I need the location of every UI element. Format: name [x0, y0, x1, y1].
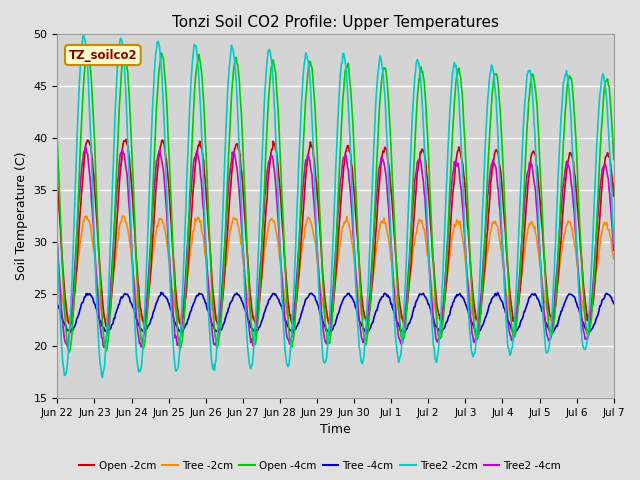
Open -2cm: [610, 193, 618, 199]
Tree2 -4cm: [179, 313, 187, 319]
Tree2 -4cm: [610, 247, 618, 253]
Open -2cm: [54, 179, 61, 185]
Tree2 -4cm: [63, 344, 71, 349]
Tree -4cm: [157, 289, 165, 295]
Tree -4cm: [405, 321, 413, 326]
Tree2 -4cm: [81, 144, 89, 150]
Open -4cm: [405, 276, 413, 281]
Tree2 -4cm: [122, 167, 130, 173]
Text: TZ_soilco2: TZ_soilco2: [68, 48, 137, 61]
Tree2 -4cm: [100, 344, 108, 350]
Open -2cm: [63, 315, 71, 321]
Open -4cm: [610, 157, 618, 163]
Open -2cm: [122, 139, 129, 144]
Tree -2cm: [63, 319, 71, 324]
Tree -4cm: [207, 319, 215, 324]
Tree2 -2cm: [122, 100, 130, 106]
Line: Open -2cm: Open -2cm: [58, 139, 614, 326]
Open -4cm: [122, 56, 130, 61]
Open -4cm: [421, 90, 429, 96]
Tree2 -4cm: [208, 329, 216, 335]
Y-axis label: Soil Temperature (C): Soil Temperature (C): [15, 152, 28, 280]
Tree2 -2cm: [179, 286, 187, 291]
Line: Tree -4cm: Tree -4cm: [58, 292, 614, 333]
Open -4cm: [179, 334, 187, 339]
Open -4cm: [54, 139, 61, 145]
Tree2 -2cm: [54, 243, 61, 249]
Legend: Open -2cm, Tree -2cm, Open -4cm, Tree -4cm, Tree2 -2cm, Tree2 -4cm: Open -2cm, Tree -2cm, Open -4cm, Tree -4…: [75, 456, 565, 475]
Tree -2cm: [54, 255, 61, 261]
Tree -2cm: [610, 256, 618, 262]
Tree -4cm: [289, 330, 297, 336]
Line: Tree2 -2cm: Tree2 -2cm: [58, 36, 614, 378]
Open -2cm: [179, 315, 187, 321]
Tree -2cm: [120, 213, 128, 219]
Tree -4cm: [54, 301, 61, 307]
Tree2 -2cm: [208, 362, 216, 368]
Open -4cm: [208, 291, 216, 297]
Tree -2cm: [65, 320, 73, 325]
Open -2cm: [405, 287, 413, 293]
Tree -2cm: [421, 231, 429, 237]
Tree -2cm: [405, 283, 413, 288]
Tree2 -4cm: [421, 195, 429, 201]
Title: Tonzi Soil CO2 Profile: Upper Temperatures: Tonzi Soil CO2 Profile: Upper Temperatur…: [172, 15, 499, 30]
Tree -4cm: [610, 300, 618, 306]
Open -2cm: [122, 136, 130, 142]
Tree2 -2cm: [610, 240, 618, 246]
Tree -4cm: [63, 328, 71, 334]
Tree -4cm: [421, 294, 429, 300]
Line: Open -4cm: Open -4cm: [58, 51, 614, 352]
Open -4cm: [84, 48, 92, 54]
Tree2 -4cm: [405, 265, 413, 271]
Tree -4cm: [178, 328, 186, 334]
Tree -4cm: [121, 291, 129, 297]
Tree2 -2cm: [99, 375, 106, 381]
Open -4cm: [63, 342, 71, 348]
Line: Tree -2cm: Tree -2cm: [58, 216, 614, 323]
Tree -2cm: [208, 307, 216, 312]
Line: Tree2 -4cm: Tree2 -4cm: [58, 147, 614, 347]
Tree2 -4cm: [54, 241, 61, 247]
Tree2 -2cm: [421, 158, 429, 164]
Tree -2cm: [122, 219, 130, 225]
Open -4cm: [65, 349, 73, 355]
Tree2 -2cm: [80, 33, 88, 38]
X-axis label: Time: Time: [320, 423, 351, 436]
Tree2 -2cm: [63, 360, 71, 366]
Tree -2cm: [179, 308, 187, 313]
Open -2cm: [421, 154, 429, 160]
Open -2cm: [102, 324, 110, 329]
Tree2 -2cm: [405, 196, 413, 202]
Open -2cm: [208, 279, 216, 285]
